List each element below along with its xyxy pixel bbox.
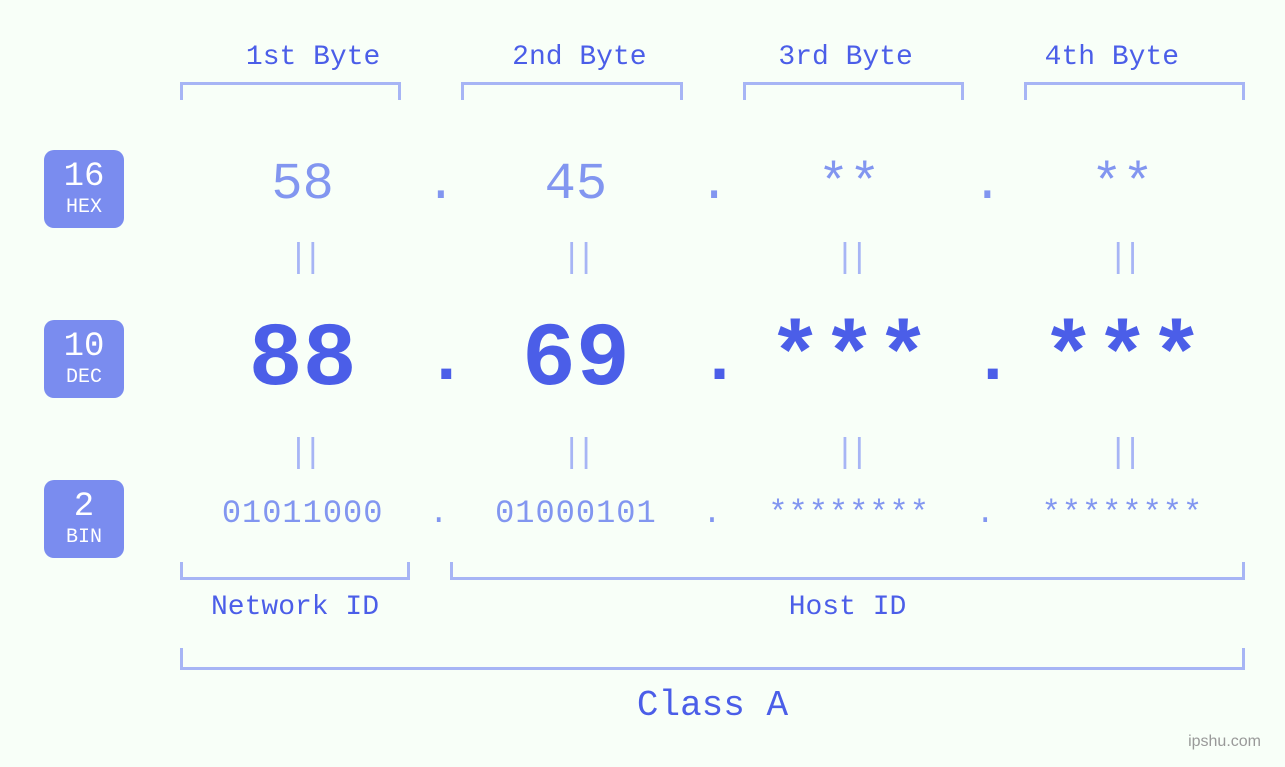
equals-icon: || [453, 435, 698, 473]
bin-byte-4: ******** [1000, 495, 1245, 532]
badge-bin: 2 BIN [44, 480, 124, 558]
network-bracket [180, 562, 410, 580]
equals-icon: || [727, 435, 972, 473]
network-id-label: Network ID [180, 592, 410, 623]
class-bracket [180, 648, 1245, 670]
hex-byte-4: ** [1000, 155, 1245, 214]
equals-icon: || [1000, 240, 1245, 278]
byte-label-2: 2nd Byte [446, 42, 712, 73]
top-bracket-3 [743, 82, 964, 100]
watermark: ipshu.com [1188, 733, 1261, 751]
equals-icon: || [180, 435, 425, 473]
top-bracket-2 [461, 82, 682, 100]
hex-byte-2: 45 [453, 155, 698, 214]
dot-sep: . [699, 322, 727, 401]
bin-row: 01011000 . 01000101 . ******** . *******… [180, 495, 1245, 532]
network-host-labels: Network ID Host ID [180, 592, 1245, 623]
byte-label-4: 4th Byte [979, 42, 1245, 73]
equals-icon: || [1000, 435, 1245, 473]
dot-sep: . [425, 495, 453, 532]
equals-icon: || [453, 240, 698, 278]
network-host-brackets [180, 562, 1245, 580]
byte-label-1: 1st Byte [180, 42, 446, 73]
hex-byte-1: 58 [180, 155, 425, 214]
badge-hex: 16 HEX [44, 150, 124, 228]
top-bracket-1 [180, 82, 401, 100]
top-bracket-4 [1024, 82, 1245, 100]
equals-icon: || [727, 240, 972, 278]
host-id-label: Host ID [450, 592, 1245, 623]
equals-icon: || [180, 240, 425, 278]
dot-sep: . [699, 495, 727, 532]
class-label: Class A [180, 685, 1245, 726]
hex-row: 58 . 45 . ** . ** [180, 155, 1245, 214]
top-brackets [180, 82, 1245, 100]
bin-byte-2: 01000101 [453, 495, 698, 532]
dec-byte-3: *** [727, 310, 972, 412]
dec-byte-4: *** [1000, 310, 1245, 412]
badge-hex-label: HEX [66, 197, 102, 219]
byte-label-3: 3rd Byte [713, 42, 979, 73]
dot-sep: . [972, 322, 1000, 401]
badge-hex-num: 16 [64, 159, 105, 196]
badge-bin-num: 2 [74, 489, 94, 526]
equals-row-1: || || || || [180, 240, 1245, 278]
bin-byte-3: ******** [727, 495, 972, 532]
hex-byte-3: ** [727, 155, 972, 214]
badge-dec-label: DEC [66, 367, 102, 389]
dot-sep: . [699, 155, 727, 214]
equals-row-2: || || || || [180, 435, 1245, 473]
dec-byte-1: 88 [180, 310, 425, 412]
dec-byte-2: 69 [453, 310, 698, 412]
host-bracket [450, 562, 1245, 580]
bin-byte-1: 01011000 [180, 495, 425, 532]
badge-dec-num: 10 [64, 329, 105, 366]
dot-sep: . [425, 322, 453, 401]
byte-labels-row: 1st Byte 2nd Byte 3rd Byte 4th Byte [180, 42, 1245, 73]
dot-sep: . [972, 155, 1000, 214]
dot-sep: . [425, 155, 453, 214]
dec-row: 88 . 69 . *** . *** [180, 310, 1245, 412]
badge-bin-label: BIN [66, 527, 102, 549]
badge-dec: 10 DEC [44, 320, 124, 398]
dot-sep: . [972, 495, 1000, 532]
